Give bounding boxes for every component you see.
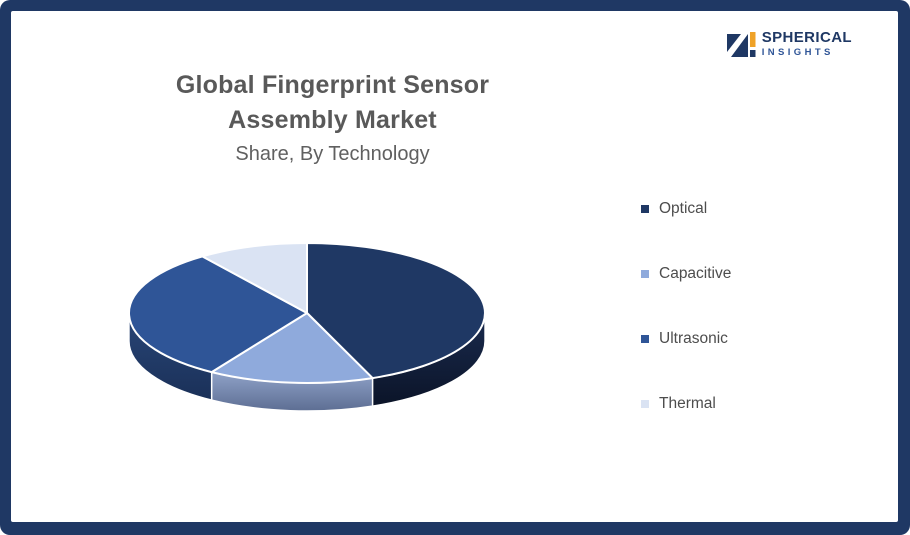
chart-subtitle: Share, By Technology xyxy=(235,143,430,165)
legend-label-capacitive: Capacitive xyxy=(659,265,732,282)
logo-text-secondary: INSIGHTS xyxy=(761,47,834,58)
chart-title-line-2: Assembly Market xyxy=(228,106,437,134)
legend-item-optical: Optical xyxy=(641,197,731,221)
legend-item-thermal: Thermal xyxy=(641,392,731,416)
spherical-insights-logo: SPHERICAL INSIGHTS xyxy=(726,30,852,59)
legend-marker-optical-icon xyxy=(641,205,649,213)
legend-label-optical: Optical xyxy=(659,200,708,217)
pie-side-walls xyxy=(128,312,486,412)
chart-title-block: Global Fingerprint Sensor Assembly Marke… xyxy=(120,68,545,168)
legend-label-thermal: Thermal xyxy=(659,395,716,412)
legend-marker-thermal-icon xyxy=(641,400,649,408)
legend-label-ultrasonic: Ultrasonic xyxy=(659,330,728,347)
logo-text-primary: SPHERICAL xyxy=(761,29,852,46)
legend-item-ultrasonic: Ultrasonic xyxy=(641,327,731,351)
content-area: SPHERICAL INSIGHTS Global Fingerprint Se… xyxy=(11,11,898,522)
logo-mark-icon xyxy=(726,32,756,57)
legend-marker-ultrasonic-icon xyxy=(641,335,649,343)
pie-slices xyxy=(128,242,486,384)
legend-marker-capacitive-icon xyxy=(641,270,649,278)
legend-item-capacitive: Capacitive xyxy=(641,262,731,286)
chart-title-line-1: Global Fingerprint Sensor xyxy=(175,71,490,99)
chart-legend: Optical Capacitive Ultrasonic Thermal xyxy=(641,197,731,457)
logo-text: SPHERICAL INSIGHTS xyxy=(762,30,852,58)
